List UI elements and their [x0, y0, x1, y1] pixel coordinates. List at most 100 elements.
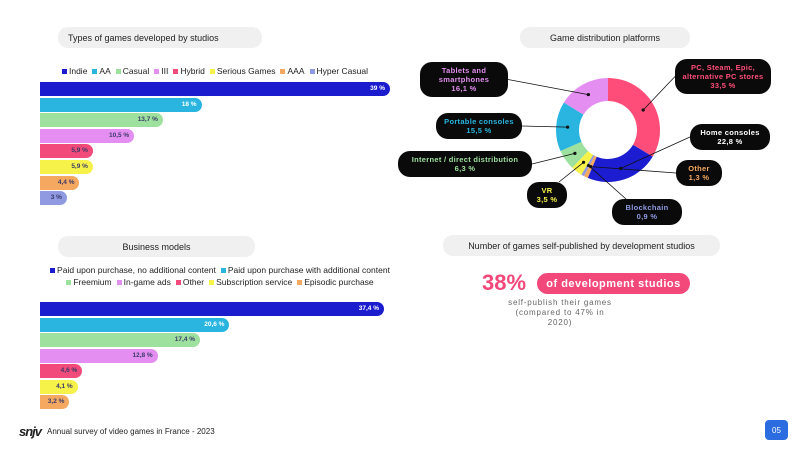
connector-dot [586, 163, 590, 167]
bar-value-label: 18 % [181, 100, 197, 108]
connector [558, 161, 584, 183]
bar [40, 395, 70, 409]
slice-value: 33,5 % [710, 81, 736, 90]
legend-item: Hyper Casual [309, 65, 369, 77]
slice-name: Tablets and smartphones [438, 66, 490, 84]
legend-swatch [209, 68, 215, 74]
bar-value-label: 37,4 % [358, 305, 379, 312]
connector [531, 152, 576, 165]
bar-value-label: 4,1 % [56, 382, 73, 390]
bar-value-label: 5,9 % [71, 163, 88, 170]
connector [590, 166, 677, 174]
connector-dot [573, 151, 577, 155]
donut-slice [563, 78, 608, 115]
slice-label: Other 1,3 % [676, 160, 722, 186]
slice-label: PC, Steam, Epic, alternative PC stores 33… [675, 59, 771, 94]
slice-name: Home consoles [700, 128, 760, 137]
bar [40, 128, 135, 143]
chart-title: Business models [58, 236, 255, 257]
legend-item: Freemium [66, 276, 112, 288]
section-title: Number of games self-published by develo… [443, 235, 720, 256]
slice-label: Portable consoles 15,5 % [436, 113, 522, 139]
bar [40, 317, 230, 332]
bar [40, 379, 78, 394]
connector [521, 125, 568, 128]
bar-value-label: 10,5 % [108, 131, 130, 139]
page-number: 05 [765, 420, 788, 440]
connector-dot [566, 125, 570, 129]
highlight-label: of development studios [537, 273, 690, 294]
legend-label: III [161, 66, 169, 76]
legend-item: AAA [280, 65, 305, 77]
highlight-value: 38% [482, 270, 527, 295]
legend-label: Freemium [73, 277, 112, 287]
donut-slice [556, 102, 584, 152]
legend: Indie AA Casual III Hybrid Serious Games AAA Hy… [30, 65, 400, 77]
legend-swatch [92, 68, 98, 74]
slice-value: 6,3 % [454, 164, 476, 173]
bar-value-label: 4,6 % [60, 367, 78, 374]
bar-value-label: 4,4 % [57, 178, 75, 186]
legend-label: Hyper Casual [316, 66, 369, 76]
slice-label: Internet / direct distribution 6,3 % [398, 151, 532, 177]
donut-slice [608, 78, 660, 157]
bar [40, 333, 201, 347]
legend-swatch [175, 279, 181, 285]
legend-swatch [209, 279, 215, 285]
legend-label: Casual [122, 66, 150, 76]
bar-value-label: 17,4 % [174, 336, 196, 343]
legend-label: AA [99, 66, 111, 76]
legend-swatch [61, 68, 67, 74]
legend-item: Episodic purchase [297, 276, 374, 288]
bar [40, 364, 83, 378]
slice-name: PC, Steam, Epic, alternative PC stores [682, 63, 764, 81]
legend-label: Paid upon purchase, no additional conten… [57, 265, 216, 275]
bar-value-label: 5,9 % [71, 147, 88, 155]
bar-value-label: 39 % [370, 85, 385, 92]
legend-swatch [50, 267, 56, 273]
legend-label: Subscription service [216, 277, 293, 287]
legend-label: Indie [68, 66, 88, 76]
slice-value: 1,3 % [688, 173, 710, 182]
connector [642, 76, 676, 111]
legend-swatch [116, 279, 122, 285]
legend-item: Indie [61, 65, 88, 77]
slice-name: Portable consoles [444, 117, 514, 126]
legend-label: Other [182, 277, 205, 287]
slice-value: 0,9 % [636, 212, 658, 221]
bar-value-label: 3 % [50, 194, 62, 202]
chart-title: Types of games developed by studios [58, 27, 262, 48]
footer-text: Annual survey of video games in France -… [47, 427, 215, 436]
slice-label: Tablets and smartphones 16,1 % [420, 62, 508, 97]
slice-label: Home consoles 22,8 % [690, 124, 770, 150]
connector [587, 165, 627, 200]
bar [40, 175, 80, 190]
legend-swatch [309, 68, 315, 74]
legend-label: Paid upon purchase with additional conte… [227, 265, 390, 275]
legend-label: Hybrid [180, 66, 205, 76]
legend-swatch [220, 267, 226, 273]
legend-label: Serious Games [216, 66, 276, 76]
legend-label: AAA [287, 66, 305, 76]
bar [40, 348, 158, 363]
bar [40, 113, 163, 128]
legend-item: Paid upon purchase with additional conte… [220, 264, 390, 276]
slice-value: 15,5 % [466, 126, 492, 135]
connector-dot [589, 165, 593, 169]
legend-swatch [115, 68, 121, 74]
bar-value-label: 20,6 % [204, 320, 225, 328]
bar-value-label: 13,7 % [137, 116, 158, 124]
legend-label: In-game ads [123, 277, 171, 287]
bar [40, 144, 93, 159]
slice-name: Blockchain [625, 203, 669, 212]
bar-value-label: 3,2 % [47, 398, 65, 405]
bar [40, 160, 93, 174]
slice-value: 3,5 % [536, 195, 558, 204]
logo: snjv [19, 424, 42, 439]
bar [40, 191, 67, 206]
legend-swatch [297, 279, 303, 285]
connector [507, 79, 589, 95]
slice-name: Other [688, 164, 710, 173]
